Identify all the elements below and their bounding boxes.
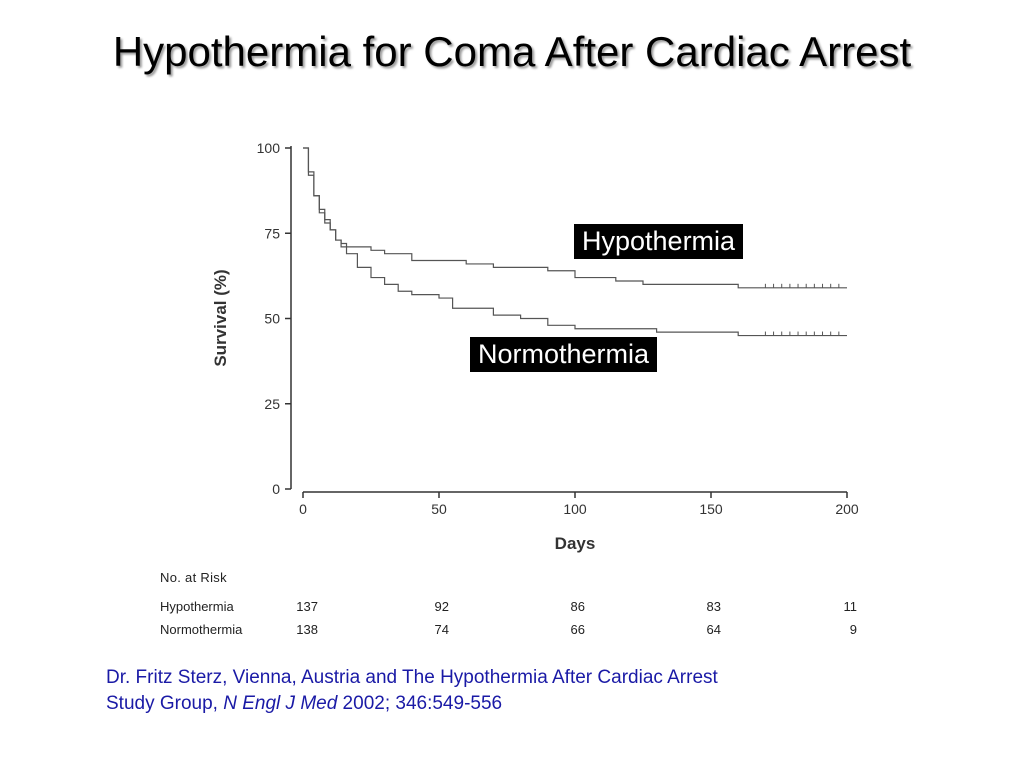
chart-axes <box>290 146 847 493</box>
chart-curves <box>303 147 847 337</box>
y-tick-label: 50 <box>264 311 280 327</box>
legend-normothermia: Normothermia <box>470 337 658 372</box>
y-tick-label: 25 <box>264 396 280 412</box>
x-tick-label: 50 <box>431 501 447 517</box>
citation-prefix: Study Group, <box>106 693 224 714</box>
risk-count: 86 <box>570 599 585 614</box>
risk-count: 83 <box>706 599 721 614</box>
risk-count: 64 <box>706 622 721 637</box>
y-tick-label: 75 <box>264 225 280 241</box>
y-tick-label: 100 <box>257 140 281 156</box>
risk-row-hypothermia: Hypothermia 137 92 86 83 11 <box>0 599 1024 617</box>
x-tick-label: 150 <box>699 501 723 517</box>
citation: Dr. Fritz Sterz, Vienna, Austria and The… <box>106 665 966 717</box>
risk-table-heading: No. at Risk <box>160 570 227 585</box>
citation-line1: Dr. Fritz Sterz, Vienna, Austria and The… <box>106 667 718 688</box>
x-axis-label: Days <box>555 534 596 553</box>
curve-hypothermia <box>303 147 847 289</box>
x-tick-label: 100 <box>563 501 587 517</box>
risk-row-normothermia: Normothermia 138 74 66 64 9 <box>0 622 1024 640</box>
x-tick-label: 0 <box>299 501 307 517</box>
risk-count: 74 <box>434 622 449 637</box>
citation-journal: N Engl J Med <box>223 693 338 714</box>
legend-hypothermia: Hypothermia <box>574 224 744 259</box>
risk-count: 137 <box>296 599 318 614</box>
y-axis-label: Survival (%) <box>211 269 230 366</box>
chart-ticks: 0 25 50 75 100 0 50 100 150 200 <box>257 140 859 517</box>
risk-count: 66 <box>570 622 585 637</box>
risk-count: 92 <box>434 599 449 614</box>
risk-count: 138 <box>296 622 318 637</box>
citation-suffix: 2002; 346:549-556 <box>337 693 503 714</box>
risk-count: 9 <box>849 622 857 637</box>
risk-row-label: Hypothermia <box>160 599 234 614</box>
x-tick-label: 200 <box>835 501 859 517</box>
risk-row-label: Normothermia <box>160 622 243 637</box>
slide-title: Hypothermia for Coma After Cardiac Arres… <box>112 28 912 75</box>
curve-normothermia <box>303 147 847 337</box>
y-tick-label: 0 <box>272 481 280 497</box>
risk-count: 11 <box>843 599 858 614</box>
